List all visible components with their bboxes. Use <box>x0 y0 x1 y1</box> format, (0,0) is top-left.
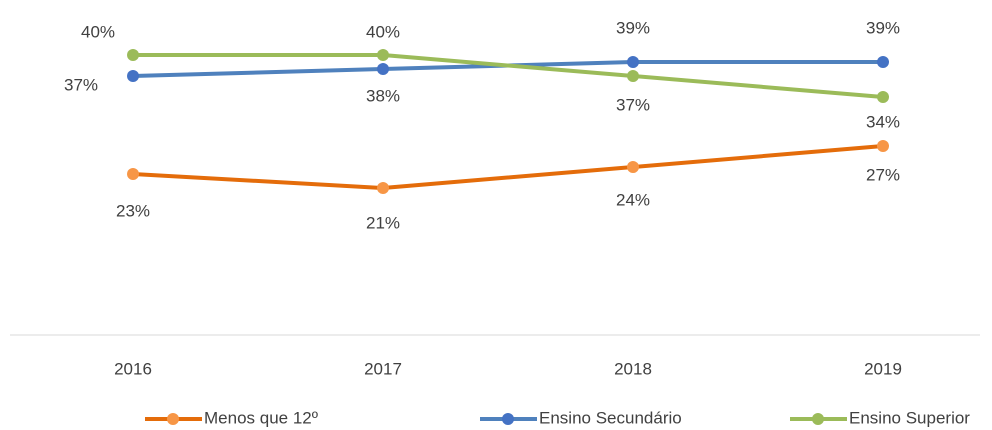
point-marker <box>877 91 889 103</box>
data-label: 39% <box>866 18 900 37</box>
legend-marker <box>167 413 179 425</box>
legend-label: Menos que 12º <box>204 408 318 427</box>
data-label: 40% <box>366 22 400 41</box>
legend-marker <box>502 413 514 425</box>
point-marker <box>627 70 639 82</box>
series-line <box>132 144 884 190</box>
x-tick-label: 2016 <box>114 359 152 378</box>
point-marker <box>377 182 389 194</box>
legend-marker <box>812 413 824 425</box>
data-label: 27% <box>866 165 900 184</box>
legend-label: Ensino Secundário <box>539 408 682 427</box>
point-marker <box>877 56 889 68</box>
series-line <box>133 53 884 99</box>
x-tick-label: 2017 <box>364 359 402 378</box>
data-label: 24% <box>616 190 650 209</box>
data-label: 39% <box>616 18 650 37</box>
data-label: 40% <box>81 22 115 41</box>
data-label: 37% <box>64 75 98 94</box>
data-label: 38% <box>366 86 400 105</box>
data-label: 34% <box>866 112 900 131</box>
data-label: 23% <box>116 201 150 220</box>
point-marker <box>127 49 139 61</box>
point-marker <box>377 49 389 61</box>
point-marker <box>627 161 639 173</box>
point-marker <box>127 70 139 82</box>
point-marker <box>127 168 139 180</box>
x-tick-label: 2018 <box>614 359 652 378</box>
x-tick-label: 2019 <box>864 359 902 378</box>
point-marker <box>377 63 389 75</box>
point-marker <box>877 140 889 152</box>
data-label: 21% <box>366 213 400 232</box>
legend-label: Ensino Superior <box>849 408 970 427</box>
data-label: 37% <box>616 95 650 114</box>
point-marker <box>627 56 639 68</box>
